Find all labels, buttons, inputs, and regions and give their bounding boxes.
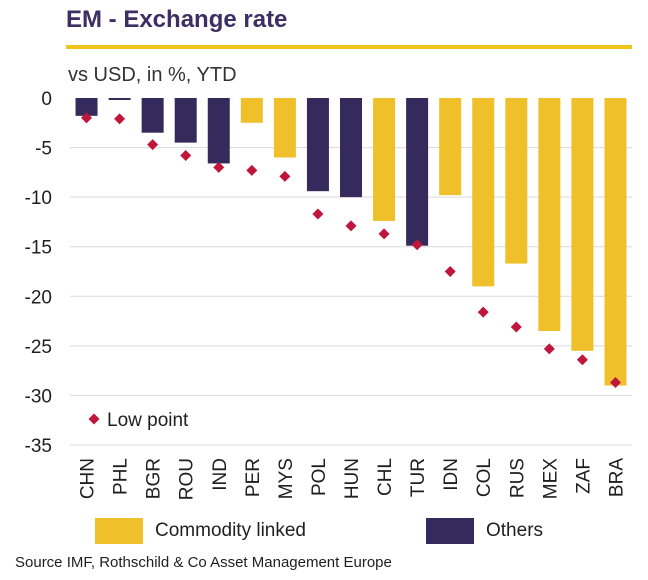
x-tick-label: IND <box>210 458 231 491</box>
x-tick-label: POL <box>309 458 330 496</box>
x-tick-label: ZAF <box>573 458 594 494</box>
bar-zaf <box>571 98 594 351</box>
low-point-chl <box>378 228 390 240</box>
legend-item-commodity: Commodity linked <box>95 518 306 544</box>
title-underline <box>66 45 632 49</box>
low-point-col <box>477 306 489 318</box>
legend-swatch-commodity <box>95 518 143 544</box>
bar-ind <box>207 98 230 164</box>
x-tick-label: TUR <box>408 458 429 497</box>
low-point-phl <box>114 113 126 125</box>
x-tick-label: PHL <box>111 458 132 495</box>
y-tick-label: -15 <box>25 238 52 259</box>
low-point-markers <box>81 112 621 389</box>
y-tick-label: -5 <box>35 139 52 160</box>
bars <box>75 98 627 386</box>
x-tick-label: MEX <box>540 458 561 500</box>
chart-subtitle: vs USD, in %, YTD <box>68 64 237 86</box>
low-point-rou <box>180 150 192 162</box>
bar-hun <box>340 98 362 198</box>
y-tick-label: -30 <box>25 386 52 407</box>
x-tick-label: MYS <box>276 458 297 499</box>
bar-bgr <box>141 98 164 133</box>
x-tick-label: BGR <box>144 458 165 499</box>
x-tick-label: CHL <box>375 458 396 496</box>
x-tick-label: RUS <box>507 458 528 498</box>
bar-bra <box>604 98 627 386</box>
y-tick-label: -10 <box>25 188 52 209</box>
bar-rou <box>174 98 197 143</box>
low-point-legend: Low point <box>88 410 189 431</box>
low-point-mex <box>543 343 555 355</box>
x-axis-tick-labels: CHN PHL BGR ROU IND PER MYS POL HUN CHL TUR IDN COL R… <box>78 458 628 501</box>
bar-chn <box>75 98 98 116</box>
legend-swatch-others <box>426 518 474 544</box>
low-point-rus <box>510 321 522 333</box>
bar-chart: 0 -5 -10 -15 -20 -25 -30 -35 CHN PHL BGR ROU IND PER… <box>25 89 632 501</box>
low-point-idn <box>444 266 456 277</box>
y-tick-label: -35 <box>25 436 52 457</box>
bar-rus <box>505 98 528 264</box>
y-axis-tick-labels: 0 -5 -10 -15 -20 -25 -30 -35 <box>25 89 52 457</box>
low-point-bgr <box>147 139 159 151</box>
legend-label-commodity: Commodity linked <box>155 520 306 541</box>
low-point-chn <box>81 112 93 124</box>
x-tick-label: BRA <box>606 458 627 497</box>
legend-label-others: Others <box>486 520 544 541</box>
chart-title: EM - Exchange rate <box>66 6 288 33</box>
bar-phl <box>108 98 131 100</box>
x-tick-label: HUN <box>342 458 363 499</box>
y-tick-label: 0 <box>41 89 52 110</box>
low-point-ind <box>213 161 225 173</box>
low-point-pol <box>312 208 324 220</box>
bar-chl <box>373 98 396 221</box>
low-point-zaf <box>576 354 588 366</box>
legend-label-low-point: Low point <box>107 410 189 431</box>
legend-marker-low-point <box>88 413 100 425</box>
x-tick-label: CHN <box>78 458 99 499</box>
x-tick-label: PER <box>243 458 264 497</box>
x-tick-label: ROU <box>177 458 198 500</box>
legend-item-others: Others <box>426 518 543 544</box>
bar-pol <box>306 98 329 192</box>
low-point-per <box>246 164 258 176</box>
bar-mex <box>538 98 561 331</box>
low-point-bra <box>609 377 621 389</box>
bar-idn <box>439 98 462 196</box>
bar-mys <box>273 98 296 158</box>
bar-col <box>472 98 495 287</box>
bar-tur <box>406 98 429 246</box>
x-tick-label: COL <box>474 458 495 497</box>
low-point-tur <box>411 239 423 251</box>
y-tick-label: -20 <box>25 287 52 308</box>
low-point-mys <box>279 170 291 182</box>
bar-per <box>240 98 263 123</box>
y-tick-label: -25 <box>25 337 52 358</box>
x-tick-label: IDN <box>441 458 462 491</box>
low-point-hun <box>345 220 357 232</box>
source-note: Source IMF, Rothschild & Co Asset Manage… <box>15 554 392 571</box>
